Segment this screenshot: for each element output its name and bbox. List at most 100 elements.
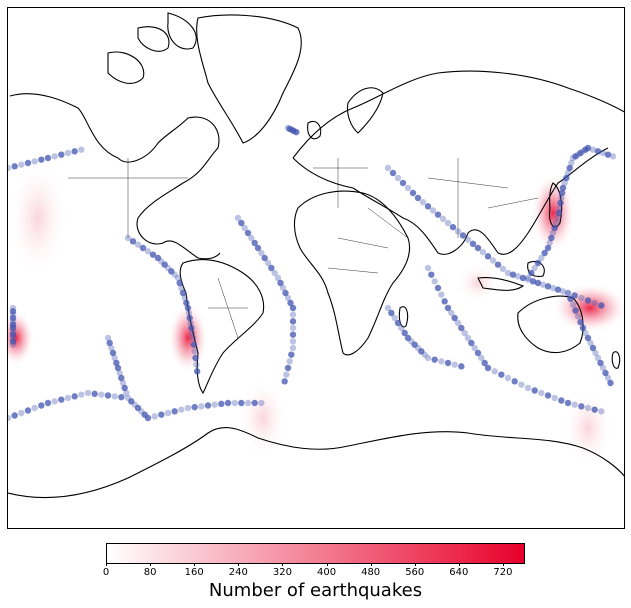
earthquake-point	[438, 291, 445, 298]
colorbar-tick-mark	[370, 563, 372, 566]
africa-outline	[293, 190, 411, 356]
earthquake-point	[431, 356, 438, 363]
earthquake-point	[551, 394, 558, 402]
earthquake-point	[189, 334, 197, 342]
earthquake-point	[184, 304, 192, 312]
world-map	[7, 7, 625, 529]
earthquake-point	[113, 359, 120, 367]
greenland-outline	[196, 14, 302, 144]
earthquake-point	[244, 399, 252, 407]
earthquake-point	[144, 414, 152, 422]
earthquake-point	[531, 387, 538, 394]
earthquake-point	[404, 334, 412, 342]
colorbar-tick-mark	[150, 563, 152, 566]
earthquake-point	[118, 374, 125, 382]
earthquake-point	[289, 318, 297, 325]
earthquake-point	[192, 354, 199, 362]
earthquake-point	[444, 359, 452, 367]
earthquake-point	[139, 244, 147, 252]
earthquake-point	[183, 299, 190, 307]
earthquake-point	[129, 238, 137, 245]
earthquake-point	[454, 228, 462, 235]
earthquake-point	[558, 397, 565, 404]
earthquake-point	[439, 215, 447, 223]
earthquake-point	[44, 154, 52, 162]
earthquake-point	[11, 412, 18, 419]
earthquake-point	[24, 159, 32, 167]
earthquake-point	[564, 169, 572, 177]
earthquake-point	[579, 324, 587, 332]
earthquake-point	[179, 289, 187, 297]
earthquake-point	[604, 151, 612, 158]
earthquake-point	[602, 369, 609, 377]
colorbar-tick-label: 640	[449, 567, 469, 578]
colorbar-tick-mark	[238, 563, 240, 566]
earthquake-point	[188, 324, 195, 332]
earthquake-point	[282, 289, 289, 297]
earthquake-point	[154, 254, 162, 262]
earthquake-point	[231, 399, 238, 407]
earthquake-point	[401, 329, 408, 337]
heat-south-atlantic	[238, 378, 288, 458]
earthquake-point	[174, 274, 182, 282]
earthquake-point	[589, 146, 597, 153]
earthquake-point	[557, 199, 564, 207]
earthquake-point	[584, 297, 592, 304]
earthquake-point	[564, 399, 572, 407]
earthquake-point	[190, 341, 198, 348]
earthquake-point	[404, 184, 412, 192]
earthquake-point	[78, 146, 85, 153]
earthquake-point	[567, 295, 574, 303]
earthquake-point	[454, 319, 462, 327]
earthquake-point	[38, 156, 45, 163]
earthquake-point	[444, 304, 452, 312]
earthquake-point	[11, 163, 18, 170]
earthquake-point	[584, 404, 592, 412]
earthquake-point	[18, 161, 25, 168]
earthquake-point	[193, 361, 200, 368]
earthquake-point	[109, 349, 117, 357]
colorbar-tick-mark	[414, 563, 416, 566]
earthquake-point	[538, 254, 545, 262]
earthquake-point	[287, 299, 294, 307]
earthquake-point	[524, 274, 532, 282]
earthquake-point	[434, 284, 442, 292]
earthquake-point	[572, 307, 579, 314]
earthquake-point	[289, 331, 297, 338]
earthquake-point	[111, 393, 118, 400]
heat-sumatra	[456, 263, 500, 303]
earthquake-point	[394, 319, 402, 327]
earthquake-point	[459, 232, 467, 239]
earthquake-point	[71, 393, 78, 400]
earthquake-point	[587, 339, 594, 347]
earthquake-point	[164, 409, 172, 417]
earthquake-point	[544, 392, 552, 399]
earthquake-point	[558, 194, 565, 202]
colorbar-tick-mark	[326, 563, 328, 566]
madagascar-outline	[398, 306, 409, 328]
earthquake-point	[124, 234, 132, 242]
earthquake-point	[511, 378, 518, 385]
earthquake-point	[91, 390, 98, 398]
colorbar-tick-mark	[282, 563, 284, 566]
earthquake-point	[281, 378, 288, 385]
earthquake-point	[498, 371, 505, 378]
earthquake-point	[51, 153, 58, 160]
earthquake-point	[578, 294, 585, 302]
earthquake-point	[9, 314, 17, 322]
earthquake-point	[519, 274, 527, 282]
earthquake-point	[556, 204, 563, 212]
colorbar-tick-label: 160	[184, 567, 204, 578]
earthquake-point	[584, 144, 592, 152]
earthquake-point	[461, 329, 468, 337]
colorbar-tick-label: 560	[405, 567, 425, 578]
earthquake-point	[551, 224, 558, 232]
earthquake-points	[8, 124, 617, 422]
earthquake-point	[538, 389, 545, 397]
earthquake-point	[271, 269, 278, 277]
earthquake-point	[481, 359, 488, 367]
earthquake-point	[178, 406, 185, 413]
earthquake-point	[398, 324, 405, 332]
earthquake-point	[264, 259, 272, 267]
earthquake-point	[204, 402, 212, 409]
